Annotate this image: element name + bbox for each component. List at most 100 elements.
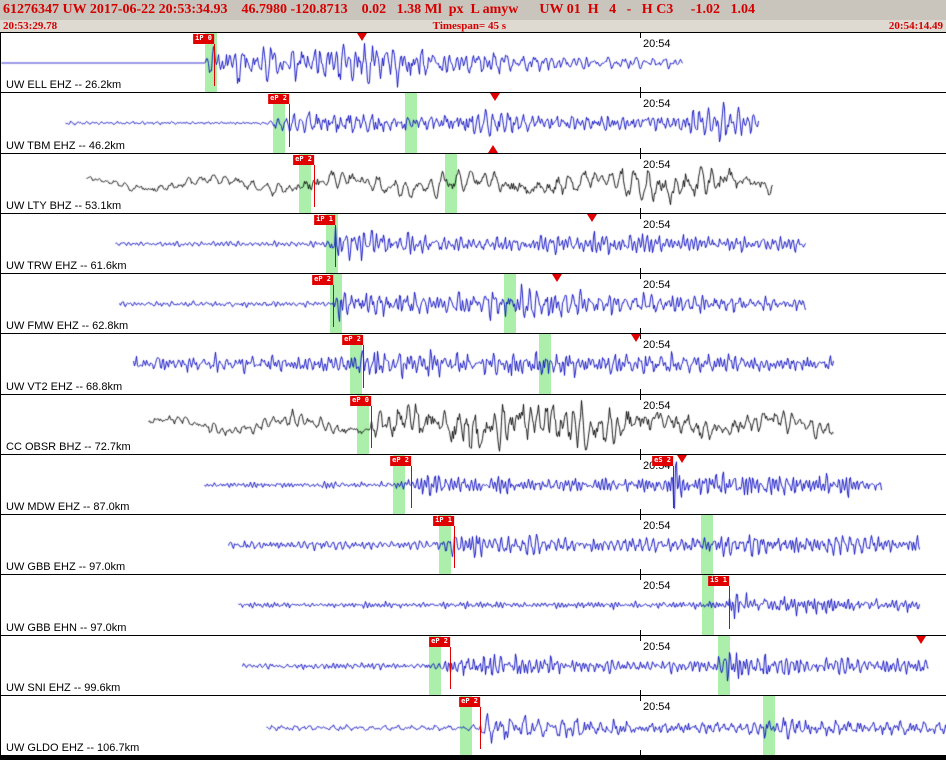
pick-flag[interactable]: eP 2 [342,335,363,346]
station-label: UW SNI EHZ -- 99.6km [6,681,121,694]
minute-tick-top [640,153,641,159]
pick-flag[interactable]: iP 0 [193,34,214,44]
trace-row[interactable]: 20:54 UW FMW EHZ -- 62.8km eP 2 [1,274,946,335]
window-end-time: 20:54:14.49 [888,20,943,32]
station-label: UW GLDO EHZ -- 106.7km [6,742,140,754]
waveform [1,33,946,93]
pick-time-line[interactable] [729,586,730,629]
arrival-marker-triangle[interactable] [551,274,562,282]
pick-flag[interactable]: eP 2 [268,94,289,105]
station-label: UW ELL EHZ -- 26.2km [6,79,122,92]
pick-time-line[interactable] [289,104,290,147]
trace-row[interactable]: 20:54 UW GBB EHZ -- 97.0km iP 1 [1,515,946,576]
arrival-marker-triangle[interactable] [490,93,500,102]
trace-row[interactable]: 20:54 CC OBSR BHZ -- 72.7km eP 0 [1,394,946,455]
pick-time-line[interactable] [214,44,215,87]
minute-tick-bottom [640,147,641,153]
minute-tick-top [640,33,641,38]
arrival-marker-triangle[interactable] [488,144,498,153]
minute-tick-bottom [640,207,641,213]
trace-row[interactable]: 20:54 UW VT2 EHZ -- 68.8km eP 2 [1,334,946,395]
minute-label: 20:54 [643,158,671,171]
arrival-marker-triangle[interactable] [356,33,367,41]
trace-row[interactable]: 20:54 UW ELL EHZ -- 26.2km iP 0 [1,33,946,94]
pick-time-line[interactable] [371,405,372,448]
waveform [1,515,946,575]
station-label: UW MDW EHZ -- 87.0km [6,501,130,513]
minute-tick-top [640,274,641,279]
minute-tick-bottom [640,268,641,273]
pick-time-line[interactable] [454,526,455,569]
window-start-time: 20:53:29.78 [3,20,58,32]
pick-flag[interactable]: eP 2 [390,455,411,466]
pick-time-line[interactable] [450,646,451,689]
minute-tick-bottom [640,328,641,334]
minute-tick-top [640,635,641,641]
pick-flag[interactable]: eP 2 [312,275,333,285]
trace-area: 20:54 UW ELL EHZ -- 26.2km iP 0 20:54 UW… [0,33,946,760]
trace-row[interactable]: 20:54 UW TRW EHZ -- 61.6km iP 1 [1,213,946,274]
minute-tick-bottom [640,388,641,394]
pick-flag[interactable]: eP 2 [429,636,450,647]
minute-tick-top [640,454,641,460]
minute-tick-top [640,394,641,400]
station-label: UW TRW EHZ -- 61.6km [6,260,127,272]
minute-label: 20:54 [643,218,671,231]
trace-row[interactable]: 20:54 UW GBB EHN -- 97.0km iS 1 [1,575,946,636]
trace-row[interactable]: 20:54 UW MDW EHZ -- 87.0km eP 2 eS 2 [1,454,946,515]
station-label: UW LTY BHZ -- 53.1km [6,199,122,212]
event-summary-bar: 61276347 UW 2017-06-22 20:53:34.93 46.79… [0,0,946,20]
minute-label: 20:54 [643,399,671,412]
arrival-marker-triangle[interactable] [677,454,688,463]
minute-label: 20:54 [643,98,671,111]
minute-tick-top [640,695,641,701]
station-label: UW FMW EHZ -- 62.8km [6,320,129,333]
time-axis-bar: 20:53:29.78 Timespan= 45 s 20:54:14.49 [0,20,946,33]
pick-time-line[interactable] [333,285,334,328]
timespan-label: Timespan= 45 s [432,20,506,32]
pick-flag[interactable]: iP 1 [433,516,454,526]
minute-label: 20:54 [643,640,671,653]
pick-time-line[interactable] [314,164,315,207]
pick-flag[interactable]: iP 1 [314,214,335,225]
trace-row[interactable]: 20:54 UW SNI EHZ -- 99.6km eP 2 [1,635,946,696]
pick-time-line[interactable] [411,465,412,508]
waveform [1,213,946,273]
waveform [1,635,946,695]
minute-tick-bottom [640,689,641,695]
waveform [1,394,946,454]
arrival-marker-triangle[interactable] [915,635,926,644]
station-label: UW TBM EHZ -- 46.2km [6,139,125,152]
minute-tick-top [640,213,641,219]
minute-label: 20:54 [643,520,671,532]
trace-row[interactable]: 20:54 UW GLDO EHZ -- 106.7km eP 2 [1,695,946,760]
pick-time-line[interactable] [363,345,364,388]
station-label: UW GBB EHZ -- 97.0km [6,561,126,574]
minute-tick-bottom [640,569,641,575]
minute-label: 20:54 [643,339,671,352]
trace-row[interactable]: 20:54 UW TBM EHZ -- 46.2km eP 2 [1,93,946,154]
minute-tick-bottom [640,509,641,514]
minute-tick-top [640,93,641,99]
pick-time-line[interactable] [335,224,336,267]
minute-label: 20:54 [643,580,671,593]
station-label: CC OBSR BHZ -- 72.7km [6,440,131,453]
pick-flag[interactable]: eS 2 [652,455,673,466]
pick-time-line[interactable] [480,706,481,749]
minute-tick-bottom [640,87,641,93]
waveform [1,274,946,334]
pick-flag[interactable]: eP 2 [293,154,314,165]
waveform [1,575,946,635]
arrival-marker-triangle[interactable] [630,334,641,343]
pick-flag[interactable]: eP 2 [459,696,480,707]
pick-time-line[interactable] [673,465,674,508]
trace-row[interactable]: 20:54 UW LTY BHZ -- 53.1km eP 2 [1,153,946,214]
minute-tick-bottom [640,629,641,635]
minute-label: 20:54 [643,700,671,713]
arrival-marker-triangle[interactable] [587,213,598,222]
pick-flag[interactable]: eP 0 [350,395,371,406]
minute-label: 20:54 [643,38,671,50]
minute-tick-top [640,515,641,520]
pick-flag[interactable]: iS 1 [708,576,729,587]
